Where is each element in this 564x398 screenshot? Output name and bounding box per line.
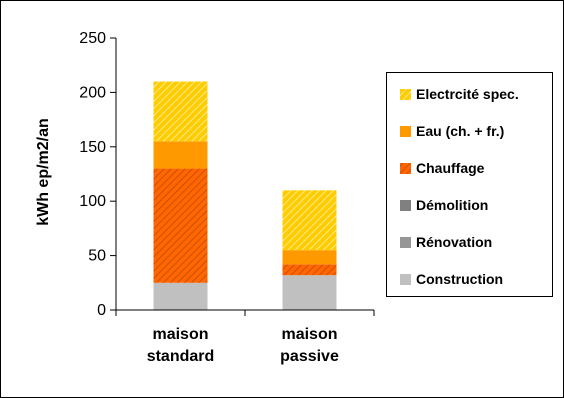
y-tick-label: 0 [97, 302, 106, 319]
bar-segment [282, 190, 337, 251]
y-axis: 0 50 100 150 200 250 [79, 30, 116, 319]
legend-label: Electrcité spec. [416, 86, 519, 102]
legend-box [386, 72, 553, 297]
axes [115, 38, 375, 316]
y-tick-label: 250 [79, 30, 106, 47]
y-axis-label: kWh ep/m2/an [35, 118, 52, 226]
x-axis-labels: maison standard maison passive [147, 326, 339, 365]
legend-label: Rénovation [416, 234, 492, 250]
bar-segment [282, 275, 337, 310]
y-tick-label: 200 [79, 84, 106, 101]
bar-segment [282, 250, 337, 265]
bar-segment [282, 264, 337, 276]
x-tick-label: maison standard [147, 326, 215, 365]
legend-label: Eau (ch. + fr.) [416, 123, 504, 139]
x-tick-label: maison passive [280, 326, 339, 365]
legend-swatch [400, 126, 411, 137]
legend-swatch [400, 237, 411, 248]
bar-segment [153, 168, 208, 283]
bars-layer [153, 81, 337, 310]
bar-segment [153, 81, 208, 142]
legend-label: Démolition [416, 197, 488, 213]
legend-swatch [400, 274, 411, 285]
legend-label: Construction [416, 271, 503, 287]
y-tick-label: 100 [79, 193, 106, 210]
bar-segment [153, 141, 208, 169]
bar-segment [153, 282, 208, 310]
y-tick-label: 50 [88, 248, 106, 265]
legend-swatch [400, 89, 411, 100]
legend-swatch [400, 200, 411, 211]
legend-label: Chauffage [416, 160, 485, 176]
y-tick-label: 150 [79, 139, 106, 156]
legend: Electrcité spec. Eau (ch. + fr.) Chauffage… [386, 72, 553, 297]
legend-swatch [400, 163, 411, 174]
